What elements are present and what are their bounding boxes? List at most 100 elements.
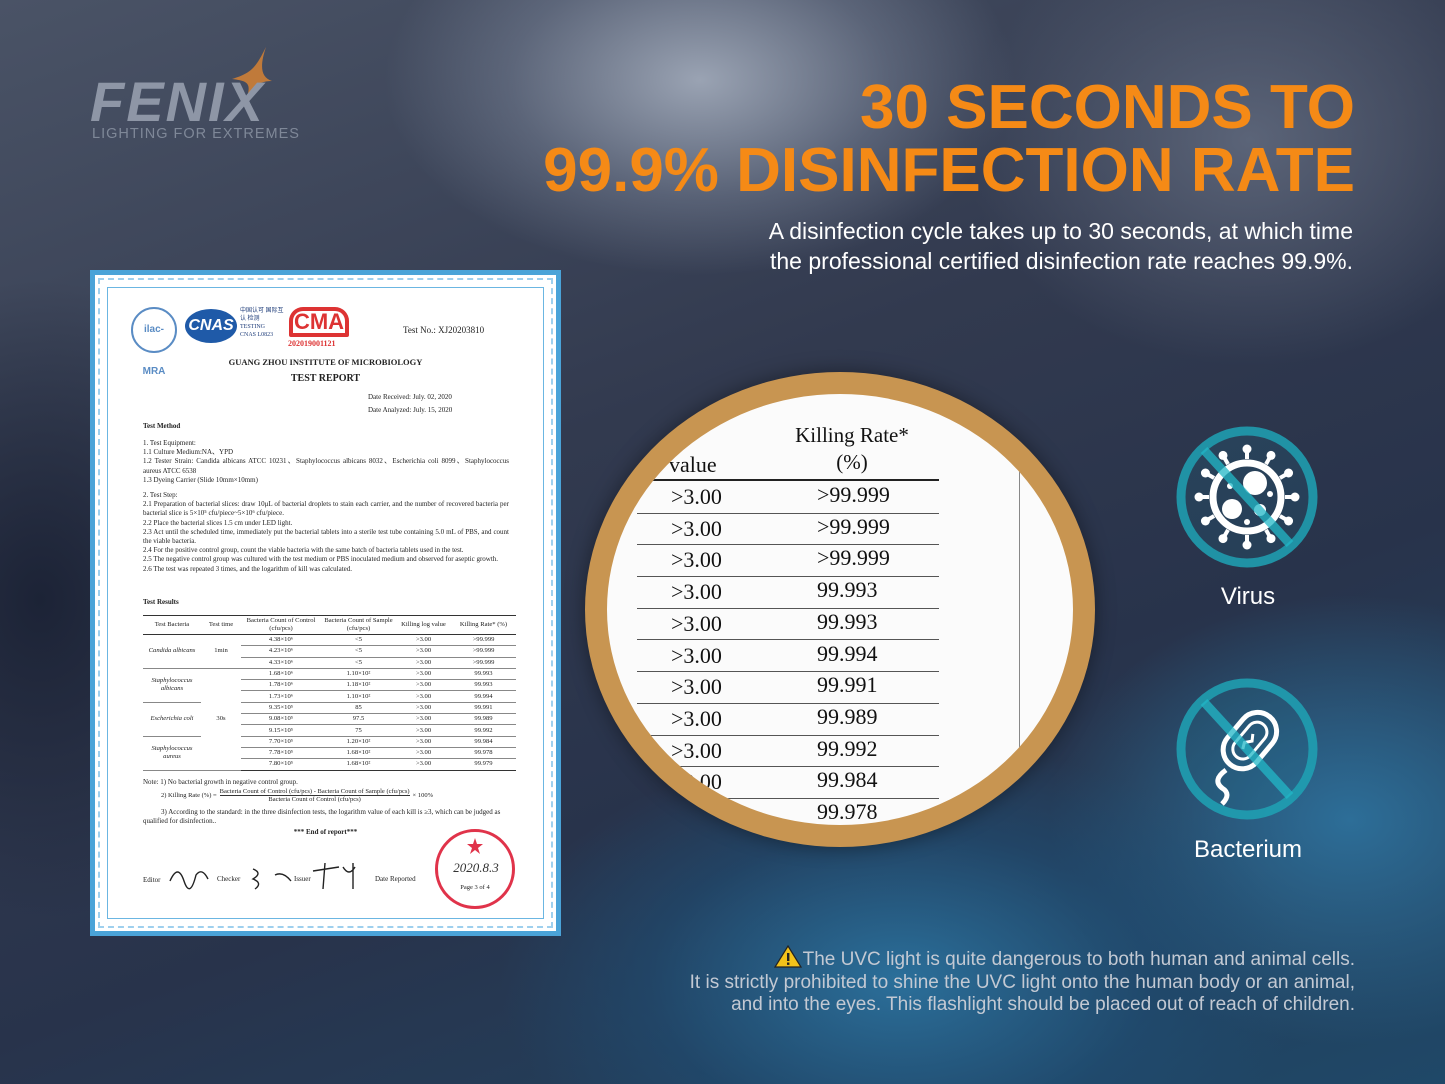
star-icon	[232, 47, 272, 100]
value-cell: 1.18×10²	[321, 679, 396, 692]
value-cell: <5	[321, 645, 396, 658]
virus-spike-tip	[1266, 534, 1276, 544]
bacteria-cell: Escherichia coli	[143, 702, 201, 737]
mag-killing-rate: 99.992	[817, 735, 878, 761]
mag-row: >3.00 99.993	[637, 609, 939, 641]
value-cell: 97.5	[321, 713, 396, 726]
virus-label: Virus	[1220, 583, 1276, 610]
cnas-no: CNAS L0823	[240, 332, 274, 338]
mag-log-value: >3.00	[671, 579, 722, 605]
mag-killing-rate: 99.993	[817, 577, 878, 603]
table-row: 9.08×10⁵ 97.5 >3.00 99.989	[143, 713, 516, 726]
method-line: 2. Test Step:	[143, 491, 178, 500]
column-header: Killing log value	[396, 615, 451, 635]
cnas-testing: TESTING	[240, 324, 265, 330]
value-cell: >99.999	[451, 657, 516, 669]
value-cell: >3.00	[396, 645, 451, 658]
mag-log-value: >3.00	[671, 484, 722, 509]
value-cell: >3.00	[396, 736, 451, 748]
value-cell: 4.23×10⁶	[241, 645, 321, 658]
subtitle-line-2: the professional certified disinfection …	[770, 248, 1353, 274]
mag-killing-rate: 99.978	[817, 799, 878, 824]
subtitle-line-1: A disinfection cycle takes up to 30 seco…	[768, 218, 1353, 244]
note-2-label: 2) Killing Rate (%) =	[161, 792, 217, 799]
mag-log-value: >3.00	[671, 547, 722, 573]
mag-col1-header: value	[669, 452, 717, 477]
table-row: Staphylococcus aureus 7.70×10⁵ 1.20×10² >3.…	[143, 736, 516, 771]
mag-killing-rate: >99.999	[817, 482, 890, 507]
virus-spike-tip	[1242, 540, 1252, 550]
warning-line-3: and into the eyes. This flashlight shoul…	[731, 994, 1355, 1015]
value-cell: >3.00	[396, 690, 451, 703]
value-cell: 85	[321, 702, 396, 715]
note-1: Note: 1) No bacterial growth in negative…	[143, 778, 298, 786]
value-cell: >3.00	[396, 724, 451, 737]
virus-icon	[1176, 426, 1318, 568]
time-cell: 30s	[201, 668, 241, 771]
value-cell: 75	[321, 724, 396, 737]
mag-col2-header: Killing Rate* (%)	[787, 422, 917, 476]
fenix-logo: FENIX LIGHTING FOR EXTREMES	[90, 45, 320, 145]
test-method: 1. Test Equipment: 1.1 Culture Medium:NA、…	[143, 439, 509, 574]
method-line: 1. Test Equipment:	[143, 439, 196, 447]
bacteria-cell: Staphylococcus albicans	[143, 668, 201, 703]
cma-logo: CMA	[289, 307, 349, 337]
value-cell: >3.00	[396, 668, 451, 681]
method-line: 2.3 Act until the scheduled time, immedi…	[143, 527, 509, 546]
value-cell: >3.00	[396, 657, 451, 669]
value-cell: 9.35×10⁵	[241, 702, 321, 715]
mag-killing-rate: 99.994	[817, 640, 878, 666]
mag-page-edge	[1019, 402, 1020, 822]
mag-killing-rate: 99.984	[817, 767, 878, 793]
formula-denominator: Bacteria Count of Control (cfu/pcs)	[268, 796, 361, 803]
cnas-text: 中国认可 国际互认 检测 TESTING CNAS L0823	[240, 307, 284, 339]
method-line: 2.2 Place the bacterial slices 1.5 cm un…	[143, 518, 293, 527]
bacteria-cell: Staphylococcus aureus	[143, 736, 201, 771]
note-3: 3) According to the standard: in the thr…	[143, 808, 501, 826]
value-cell: 1.68×10⁶	[241, 668, 321, 681]
table-row: 9.15×10⁵ 75 >3.00 99.992	[143, 724, 516, 737]
bacterium-badge	[1172, 674, 1322, 824]
date-received: Date Received: July. 02, 2020	[368, 393, 452, 401]
method-line: 1.1 Culture Medium:NA、YPD	[143, 448, 234, 457]
test-number: Test No.: XJ20203810	[403, 325, 485, 335]
value-cell: 99.989	[451, 713, 516, 726]
value-cell: 9.15×10⁵	[241, 724, 321, 737]
mag-killing-rate: 99.979	[817, 830, 878, 847]
value-cell: 1.10×10²	[321, 668, 396, 681]
mag-row: >3.00 >99.999	[637, 545, 939, 578]
cnas-logo: CNAS	[185, 309, 237, 343]
formula: Bacteria Count of Control (cfu/pcs) - Ba…	[219, 788, 410, 803]
mag-log-value: >3.00	[671, 705, 722, 731]
official-stamp: 2020.8.3 Page 3 of 4	[435, 829, 515, 909]
virus-spike-tip	[1218, 534, 1228, 544]
headline: 30 SECONDS TO 99.9% DISINFECTION RATE	[543, 76, 1355, 202]
value-cell: >3.00	[396, 634, 451, 647]
stamp-star-icon	[467, 838, 483, 854]
page-number: Page 3 of 4	[460, 884, 490, 891]
table-row: 1.78×10⁶ 1.18×10² >3.00 99.993	[143, 679, 516, 692]
warning-line-1: The UVC light is quite dangerous to both…	[690, 944, 1355, 972]
value-cell: 99.993	[451, 679, 516, 692]
method-line: 1.2 Tester Strain: Candida albicans ATCC…	[143, 457, 509, 475]
mag-log-value: >3.00	[671, 801, 722, 826]
table-row: 7.78×10⁵ 1.68×10² >3.00 99.978	[143, 747, 516, 760]
virus-spike-tip	[1266, 450, 1276, 460]
value-cell: >3.00	[396, 713, 451, 726]
value-cell: >99.999	[451, 645, 516, 658]
table-row: Candida albicans 1min 4.38×10⁶ <5 >3.00 >99.9…	[143, 634, 516, 669]
warning-text-1: The UVC light is quite dangerous to both…	[802, 949, 1355, 970]
mag-row: >3.00 >99.999	[637, 482, 939, 514]
value-cell: 9.08×10⁵	[241, 713, 321, 726]
value-cell: 4.33×10⁶	[241, 657, 321, 669]
mag-killing-rate: >99.999	[817, 513, 890, 539]
mag-row: >3.00 99.984	[637, 767, 939, 799]
date-analyzed: Date Analyzed: July. 15, 2020	[368, 406, 453, 414]
virus-spike-tip	[1200, 468, 1210, 478]
mag-row: >3.00 99.993	[637, 577, 939, 609]
brand-tagline: LIGHTING FOR EXTREMES	[92, 126, 300, 142]
value-cell: 99.993	[451, 668, 516, 681]
value-cell: 99.978	[451, 747, 516, 760]
mag-killing-rate: 99.989	[817, 703, 878, 729]
virus-spike-tip	[1284, 516, 1294, 526]
